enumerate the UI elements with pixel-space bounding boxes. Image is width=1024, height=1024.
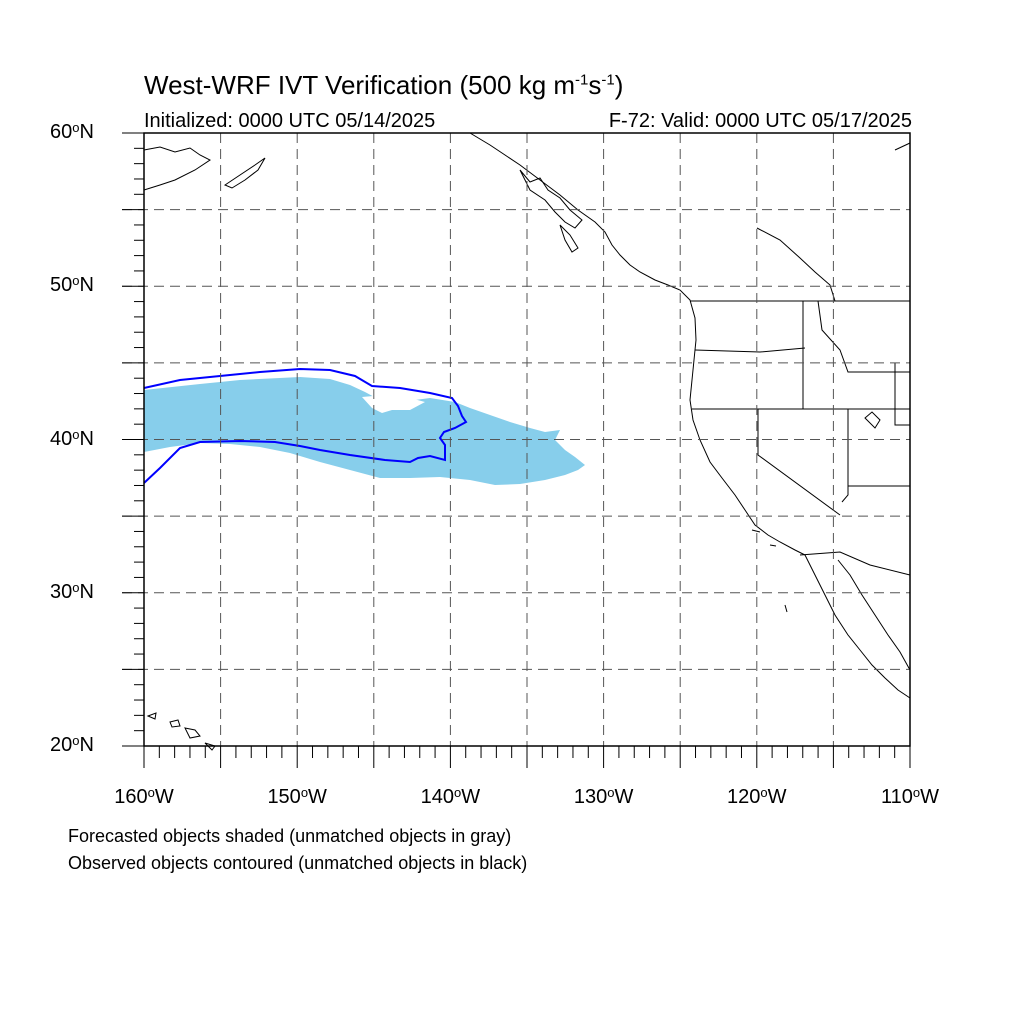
gulf-of-alaska-coast (469, 132, 806, 556)
alaska-coast (143, 146, 211, 191)
initialized-time: Initialized: 0000 UTC 05/14/2025 (144, 110, 436, 132)
southeast-alaska-islands (519, 169, 583, 253)
forecast-notch (362, 395, 425, 413)
lat-label-20: 20oN (50, 733, 94, 756)
forecast-note: Forecasted objects shaded (unmatched obj… (68, 826, 512, 846)
gulf-of-california-coast (837, 559, 911, 671)
forecast-object (144, 377, 585, 485)
hawaii-islands (146, 712, 216, 751)
great-salt-lake (864, 411, 881, 429)
aleutian-coast (223, 157, 266, 189)
valid-time: F-72: Valid: 0000 UTC 05/17/2025 (608, 110, 912, 132)
bc-rockies-border (756, 227, 836, 302)
graticule (122, 133, 910, 746)
lat-label-40: 40oN (50, 426, 94, 450)
nevada-border (757, 409, 841, 516)
map-frame (143, 132, 911, 747)
lon-label-140: 140oW (420, 785, 481, 808)
mexico-border (799, 551, 911, 576)
oregon-washington-border (694, 347, 806, 353)
observed-note: Observed objects contoured (unmatched ob… (68, 853, 528, 873)
lat-label-50: 50oN (50, 273, 94, 297)
lon-label-120: 120oW (727, 785, 787, 808)
channel-islands (751, 529, 788, 613)
baja-california-coast (804, 554, 911, 699)
coastlines (143, 132, 911, 751)
lat-label-60: 60oN (50, 120, 94, 143)
idaho-montana-border (817, 300, 910, 373)
lon-label-160: 160oW (114, 785, 174, 808)
utah-nevada-border (841, 409, 849, 503)
lat-label-30: 30oN (50, 579, 94, 603)
lon-label-110: 110oW (880, 785, 940, 808)
map-title: West-WRF IVT Verification (500 kg m-1s-1… (144, 70, 624, 100)
northeast-coast-fragment (894, 142, 911, 151)
observed-object-contour (143, 367, 468, 484)
wyoming-border (894, 363, 910, 426)
lon-label-150: 150oW (267, 785, 327, 808)
lon-label-130: 130oW (573, 785, 634, 808)
axis-ticks (122, 132, 911, 768)
